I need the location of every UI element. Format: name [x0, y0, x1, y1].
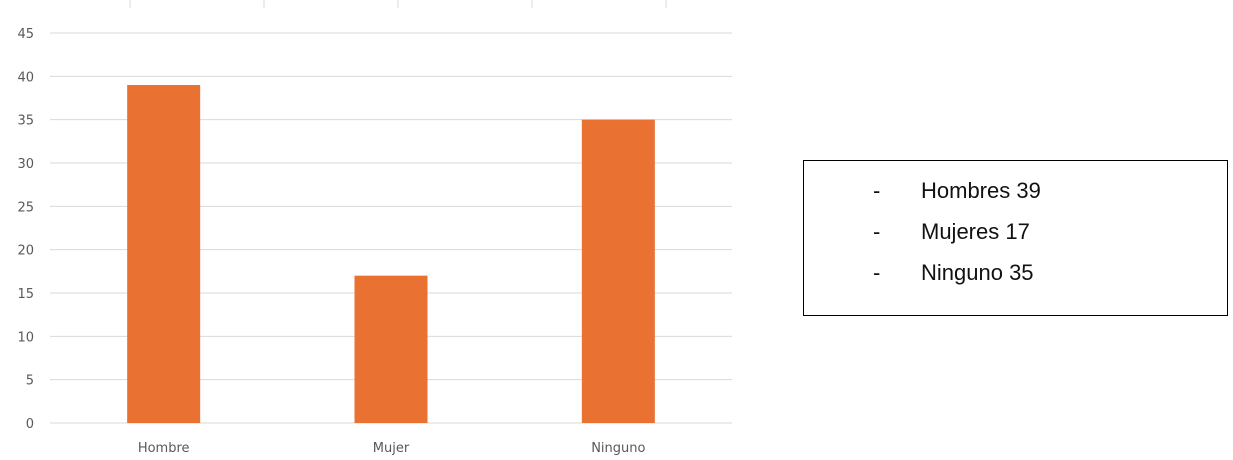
y-tick-label: 40 [17, 70, 34, 85]
list-bullet: - [873, 219, 881, 244]
y-tick-label: 30 [17, 157, 34, 172]
x-category-label: Mujer [373, 441, 410, 456]
y-tick-label: 5 [26, 374, 34, 389]
summary-item-text: Mujeres 17 [921, 219, 1030, 244]
bar [581, 119, 655, 424]
summary-item-text: Hombres 39 [921, 178, 1041, 203]
y-tick-label: 45 [17, 27, 34, 42]
y-tick-label: 35 [17, 114, 34, 129]
summary-item-text: Ninguno 35 [921, 260, 1034, 285]
list-bullet: - [873, 260, 881, 285]
bar [354, 275, 428, 423]
summary-text-box: - Hombres 39 - Mujeres 17 - Ninguno 35 [803, 160, 1228, 316]
y-tick-label: 15 [17, 287, 34, 302]
y-tick-label: 25 [17, 200, 34, 215]
y-tick-label: 10 [17, 330, 34, 345]
y-tick-label: 20 [17, 244, 34, 259]
list-bullet: - [873, 178, 881, 203]
x-category-label: Ninguno [591, 441, 645, 456]
y-tick-label: 0 [26, 417, 34, 432]
bar-chart: 0 5 10 15 20 25 30 35 40 45 Hombre Mujer Ninguno [17, 0, 732, 456]
x-category-label: Hombre [138, 441, 190, 456]
bar [127, 85, 201, 423]
